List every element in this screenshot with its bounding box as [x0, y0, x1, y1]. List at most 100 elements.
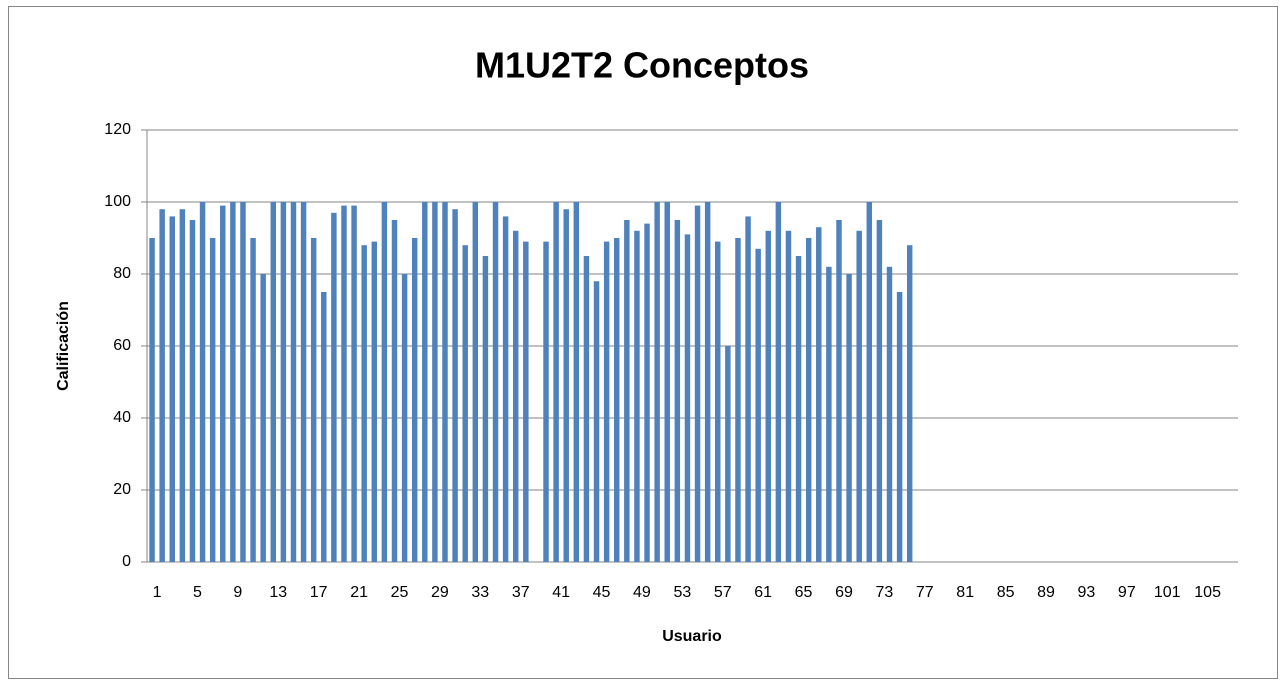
- bar: [492, 202, 499, 562]
- bar: [573, 202, 580, 562]
- x-tick-label: 33: [471, 584, 489, 601]
- x-tick-label: 25: [391, 584, 409, 601]
- bar: [715, 241, 721, 562]
- bar: [704, 202, 711, 562]
- bar: [300, 202, 307, 562]
- bar: [149, 238, 155, 562]
- bar: [220, 205, 226, 562]
- bar: [391, 220, 398, 562]
- bar: [735, 238, 741, 562]
- bar: [846, 274, 852, 562]
- bar: [644, 223, 650, 562]
- x-tick-label: 69: [835, 584, 853, 601]
- bar: [482, 256, 489, 562]
- bar: [169, 216, 175, 562]
- bar: [199, 202, 206, 562]
- bar: [694, 205, 701, 562]
- bar: [634, 230, 640, 563]
- bar: [341, 205, 347, 562]
- x-tick-label: 29: [431, 584, 449, 601]
- x-tick-label: 37: [512, 584, 530, 601]
- y-tick-label: 40: [113, 409, 131, 426]
- x-tick-label: 57: [714, 584, 732, 601]
- bar: [795, 256, 802, 562]
- y-axis-label: Calificación: [55, 301, 72, 391]
- x-tick-label: 77: [916, 584, 934, 601]
- y-tick-label: 0: [122, 553, 131, 570]
- bar: [876, 220, 883, 562]
- bar: [826, 266, 832, 562]
- y-tick-label: 20: [113, 481, 131, 498]
- bar: [280, 202, 287, 562]
- bar: [856, 230, 862, 563]
- x-tick-label: 85: [997, 584, 1015, 601]
- x-axis-label: Usuario: [662, 628, 722, 645]
- bar: [472, 202, 479, 562]
- bar: [906, 245, 913, 562]
- x-tick-label: 65: [795, 584, 813, 601]
- bar: [401, 274, 408, 562]
- bar: [614, 238, 620, 562]
- bar: [432, 202, 438, 562]
- x-tick-label: 101: [1154, 584, 1181, 601]
- y-tick-label: 60: [113, 337, 131, 354]
- bar: [452, 209, 458, 562]
- bar: [331, 212, 337, 563]
- y-tick-label: 120: [104, 121, 131, 138]
- x-tick-label: 9: [233, 584, 242, 601]
- chart-border: [8, 6, 1278, 679]
- x-tick-label: 53: [673, 584, 691, 601]
- x-tick-label: 97: [1118, 584, 1136, 601]
- chart-title: M1U2T2 Conceptos: [475, 45, 809, 86]
- x-tick-label: 17: [310, 584, 328, 601]
- x-tick-label: 5: [193, 584, 202, 601]
- bar: [664, 202, 670, 562]
- bar: [260, 274, 266, 562]
- bar: [684, 234, 691, 562]
- bar: [462, 245, 468, 562]
- bar: [381, 202, 388, 562]
- bar: [230, 202, 236, 562]
- bar: [321, 292, 327, 562]
- bar: [189, 220, 196, 562]
- x-tick-label: 21: [350, 584, 368, 601]
- bar: [886, 266, 893, 562]
- y-tick-label: 80: [113, 265, 131, 282]
- bar: [411, 238, 418, 562]
- bar: [866, 202, 873, 562]
- x-tick-label: 93: [1078, 584, 1096, 601]
- bar: [775, 202, 782, 562]
- bar: [270, 202, 277, 562]
- bar: [502, 216, 509, 562]
- bar: [785, 230, 792, 563]
- bar: [209, 238, 216, 562]
- bar: [290, 202, 297, 562]
- x-tick-label: 105: [1194, 584, 1221, 601]
- bar: [674, 220, 681, 562]
- bar: [553, 202, 559, 562]
- x-tick-label: 49: [633, 584, 651, 601]
- bar: [240, 202, 246, 562]
- bar: [179, 209, 186, 562]
- bar: [603, 241, 610, 562]
- bar: [563, 209, 569, 562]
- bar: [361, 245, 367, 562]
- x-tick-label: 1: [153, 584, 162, 601]
- bar: [159, 209, 165, 562]
- x-tick-label: 73: [875, 584, 893, 601]
- bar: [836, 220, 842, 562]
- x-tick-label: 89: [1037, 584, 1055, 601]
- bar: [422, 202, 428, 562]
- bar: [654, 202, 660, 562]
- bar: [896, 292, 903, 562]
- bar: [593, 281, 600, 562]
- bar: [745, 216, 751, 562]
- bar: [310, 238, 317, 562]
- x-tick-label: 81: [956, 584, 974, 601]
- bar: [816, 227, 822, 562]
- x-tick-label: 45: [593, 584, 611, 601]
- x-tick-label: 13: [269, 584, 287, 601]
- bar: [583, 256, 590, 562]
- bar: [250, 238, 256, 562]
